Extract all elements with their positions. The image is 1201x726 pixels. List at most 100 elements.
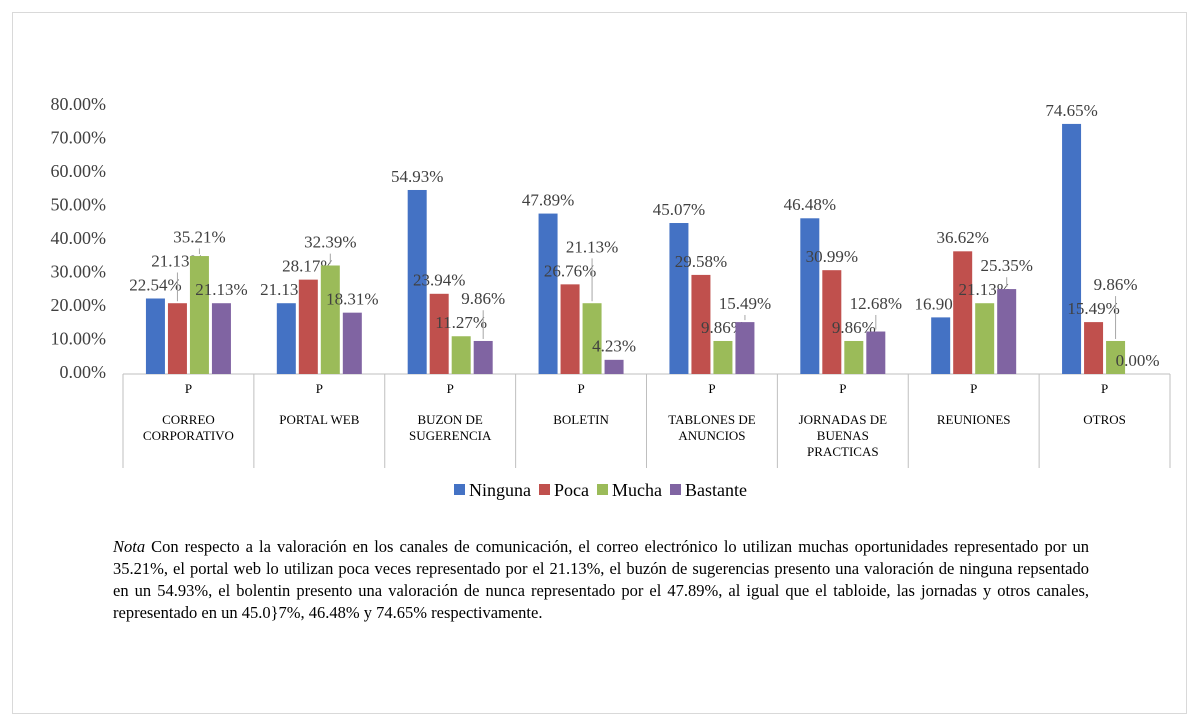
x-tick-label: BOLETIN bbox=[553, 412, 609, 427]
bar bbox=[473, 340, 493, 374]
y-tick-label: 80.00% bbox=[51, 94, 107, 114]
data-label: 9.86% bbox=[701, 318, 745, 337]
x-tick-label: TABLONES DE ANUNCIOS bbox=[668, 412, 756, 443]
data-label: 12.68% bbox=[850, 294, 902, 313]
x-sublabel: P bbox=[708, 381, 715, 396]
legend-swatch bbox=[670, 484, 681, 495]
data-label: 29.58% bbox=[675, 252, 727, 271]
bar bbox=[407, 189, 427, 374]
x-sublabel: P bbox=[577, 381, 584, 396]
x-tick-label: CORREO CORPORATIVO bbox=[142, 412, 234, 443]
data-label: 15.49% bbox=[719, 294, 771, 313]
data-label: 9.86% bbox=[461, 289, 505, 308]
x-sublabel: P bbox=[316, 381, 323, 396]
y-tick-label: 70.00% bbox=[51, 128, 107, 148]
bar bbox=[211, 303, 231, 374]
legend-label: Poca bbox=[554, 480, 590, 500]
legend-item: Mucha bbox=[597, 480, 662, 501]
x-tick-label: PORTAL WEB bbox=[279, 412, 360, 427]
bar bbox=[713, 340, 733, 374]
bar bbox=[320, 265, 340, 374]
bar bbox=[1084, 322, 1104, 374]
bar bbox=[931, 317, 951, 374]
data-label: 9.86% bbox=[832, 318, 876, 337]
bar bbox=[189, 256, 209, 374]
data-label: 47.89% bbox=[522, 190, 574, 209]
bar bbox=[1106, 340, 1126, 374]
data-label: 54.93% bbox=[391, 167, 443, 186]
bar bbox=[822, 270, 842, 374]
legend-item: Bastante bbox=[670, 480, 747, 501]
x-sublabel: P bbox=[1101, 381, 1108, 396]
bar bbox=[691, 274, 711, 374]
bar bbox=[866, 331, 886, 374]
legend-item: Poca bbox=[539, 480, 589, 501]
legend: Ninguna Poca Mucha Bastante bbox=[0, 480, 1201, 501]
y-tick-label: 20.00% bbox=[51, 295, 107, 315]
bar bbox=[735, 322, 755, 374]
bar bbox=[145, 298, 165, 374]
bar bbox=[953, 251, 973, 374]
x-tick-label: JORNADAS DE BUENAS PRACTICAS bbox=[798, 412, 888, 459]
bar bbox=[604, 359, 624, 374]
data-label: 36.62% bbox=[936, 228, 988, 247]
note-label: Nota bbox=[113, 537, 146, 556]
legend-swatch bbox=[454, 484, 466, 495]
x-sublabel: P bbox=[839, 381, 846, 396]
bar bbox=[975, 303, 995, 374]
frame bbox=[12, 12, 1187, 714]
bar bbox=[844, 340, 864, 374]
bar bbox=[276, 303, 296, 374]
y-tick-label: 40.00% bbox=[51, 228, 107, 248]
data-label: 74.65% bbox=[1045, 101, 1097, 120]
bar bbox=[451, 336, 471, 374]
x-sublabel: P bbox=[970, 381, 977, 396]
data-label: 15.49% bbox=[1067, 299, 1119, 318]
y-tick-label: 30.00% bbox=[51, 262, 107, 282]
bar bbox=[167, 303, 187, 374]
x-tick-label: REUNIONES bbox=[936, 412, 1011, 427]
legend-label: Bastante bbox=[685, 480, 747, 500]
bar bbox=[298, 279, 318, 374]
x-tick-label: OTROS bbox=[1083, 412, 1126, 427]
note: Nota Con respecto a la valoración en los… bbox=[113, 536, 1089, 624]
data-label: 35.21% bbox=[173, 227, 225, 246]
data-label: 21.13% bbox=[195, 280, 247, 299]
data-label: 23.94% bbox=[413, 271, 465, 290]
bar bbox=[997, 289, 1017, 374]
data-label: 11.27% bbox=[435, 313, 487, 332]
legend-swatch bbox=[597, 484, 609, 495]
legend-label: Mucha bbox=[612, 480, 662, 500]
x-sublabel: P bbox=[447, 381, 454, 396]
data-label: 4.23% bbox=[592, 337, 636, 356]
y-tick-label: 10.00% bbox=[51, 329, 107, 349]
data-label: 22.54% bbox=[129, 275, 181, 294]
data-label: 45.07% bbox=[653, 200, 705, 219]
y-tick-label: 0.00% bbox=[60, 362, 107, 382]
data-label: 25.35% bbox=[980, 256, 1032, 275]
x-sublabel: P bbox=[185, 381, 192, 396]
data-label: 21.13% bbox=[566, 237, 618, 256]
legend-item: Ninguna bbox=[454, 480, 531, 501]
data-label: 46.48% bbox=[784, 195, 836, 214]
data-label: 0.00% bbox=[1116, 351, 1160, 370]
data-label: 30.99% bbox=[806, 247, 858, 266]
y-tick-label: 50.00% bbox=[51, 195, 107, 215]
y-tick-label: 60.00% bbox=[51, 161, 107, 181]
note-text: Con respecto a la valoración en los cana… bbox=[113, 537, 1089, 622]
legend-label: Ninguna bbox=[469, 480, 532, 500]
bar bbox=[560, 284, 580, 374]
data-label: 18.31% bbox=[326, 290, 378, 309]
bar bbox=[538, 213, 558, 374]
data-label: 32.39% bbox=[304, 233, 356, 252]
bar bbox=[800, 218, 820, 374]
bar bbox=[669, 223, 689, 374]
legend-swatch bbox=[539, 484, 551, 495]
bar bbox=[429, 293, 449, 374]
bar bbox=[1062, 123, 1082, 374]
data-label: 9.86% bbox=[1094, 275, 1138, 294]
x-tick-label: BUZON DE SUGERENCIA bbox=[409, 412, 492, 443]
data-label: 26.76% bbox=[544, 261, 596, 280]
